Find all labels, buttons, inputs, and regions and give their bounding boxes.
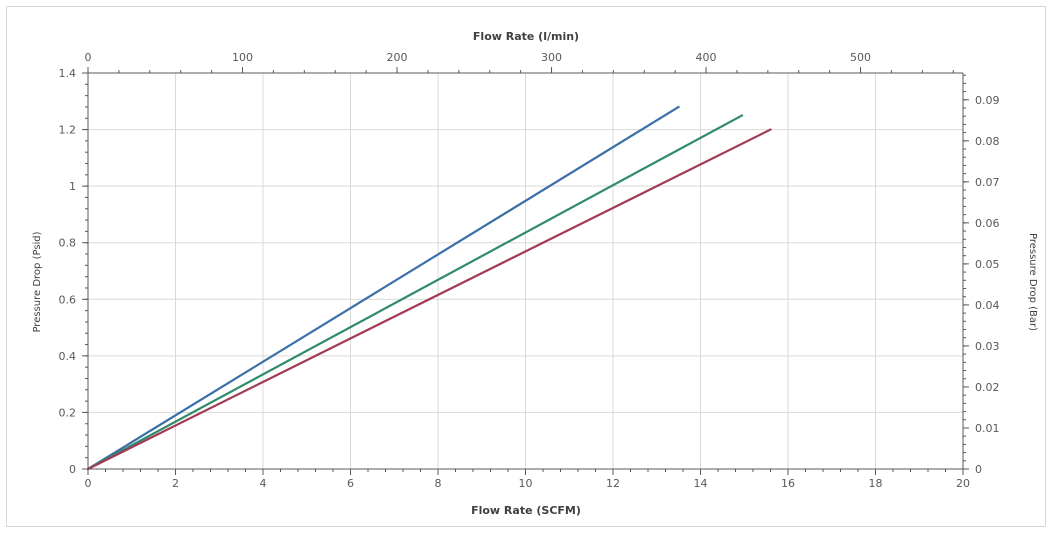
top-x-tick-label: 200 xyxy=(387,51,408,64)
x-tick-label: 8 xyxy=(435,477,442,490)
y-tick-label: 1.2 xyxy=(59,124,77,137)
y-tick-label: 1 xyxy=(69,180,76,193)
series-line-1 xyxy=(86,105,680,471)
y-tick-label: 0.2 xyxy=(59,406,77,419)
y-tick-label: 1.4 xyxy=(59,67,77,80)
x-tick-label: 10 xyxy=(519,477,533,490)
right-y-tick-label: 0.02 xyxy=(975,381,1000,394)
y-tick-label: 0.8 xyxy=(59,237,77,250)
right-y-tick-label: 0.09 xyxy=(975,94,1000,107)
top-x-tick-label: 0 xyxy=(85,51,92,64)
y-tick-label: 0.4 xyxy=(59,350,77,363)
chart-frame xyxy=(6,6,1046,527)
grid-layer xyxy=(87,72,964,470)
x-tick-label: 20 xyxy=(956,477,970,490)
x-tick-label: 16 xyxy=(781,477,795,490)
x-tick-label: 4 xyxy=(260,477,267,490)
x-axis-title: Flow Rate (SCFM) xyxy=(471,504,581,517)
right-y-tick-label: 0.05 xyxy=(975,258,1000,271)
x-tick-label: 2 xyxy=(172,477,179,490)
y-axis-title: Pressure Drop (Psid) xyxy=(32,231,43,332)
top-x-tick-label: 300 xyxy=(541,51,562,64)
right-y-axis-title: Pressure Drop (Bar) xyxy=(1027,233,1038,331)
axis-layer xyxy=(82,67,969,475)
series-line-3 xyxy=(86,128,772,471)
top-x-tick-label: 500 xyxy=(850,51,871,64)
x-tick-label: 14 xyxy=(694,477,708,490)
right-y-tick-label: 0.03 xyxy=(975,340,1000,353)
x-tick-label: 0 xyxy=(85,477,92,490)
right-y-tick-label: 0.08 xyxy=(975,135,1000,148)
label-layer: Flow Rate (SCFM) Flow Rate (l/min) Press… xyxy=(32,30,1038,517)
x-tick-label: 18 xyxy=(869,477,883,490)
right-y-tick-label: 0.06 xyxy=(975,217,1000,230)
right-y-tick-label: 0 xyxy=(975,463,982,476)
top-x-axis-title: Flow Rate (l/min) xyxy=(473,30,579,43)
series-layer xyxy=(86,105,772,471)
top-x-tick-label: 400 xyxy=(696,51,717,64)
y-tick-label: 0 xyxy=(69,463,76,476)
top-x-tick-label: 100 xyxy=(232,51,253,64)
series-line-2 xyxy=(86,114,744,471)
right-y-tick-label: 0.04 xyxy=(975,299,1000,312)
x-tick-label: 6 xyxy=(347,477,354,490)
right-y-tick-label: 0.01 xyxy=(975,422,1000,435)
x-tick-label: 12 xyxy=(606,477,620,490)
y-tick-label: 0.6 xyxy=(59,293,77,306)
right-y-tick-label: 0.07 xyxy=(975,176,1000,189)
